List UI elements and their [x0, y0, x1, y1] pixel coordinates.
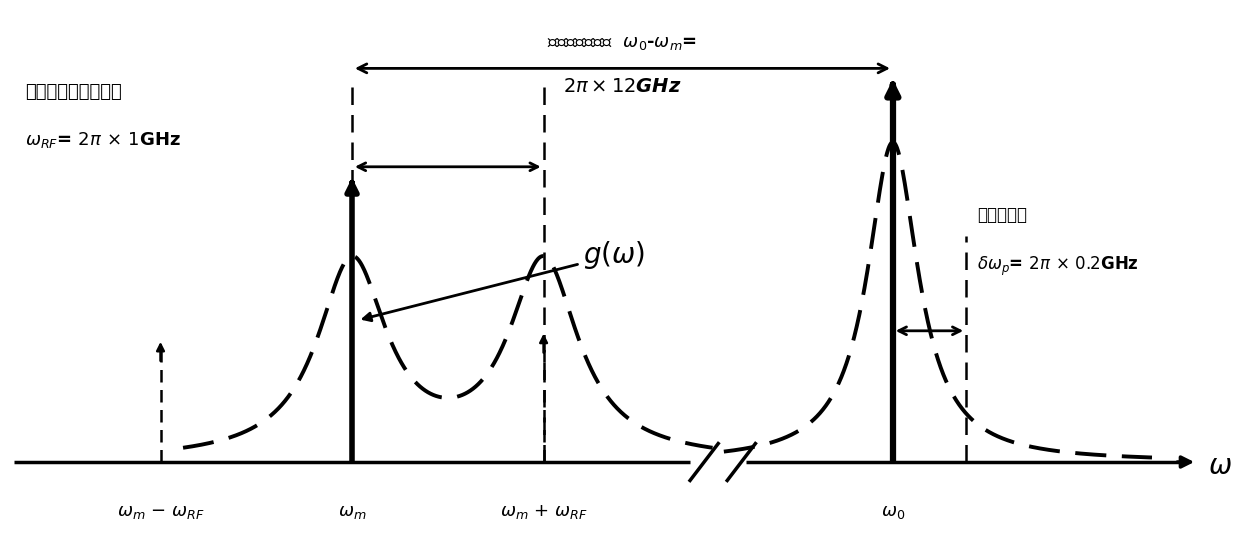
Text: 泵浦线宽：: 泵浦线宽： — [977, 206, 1028, 224]
Text: 微波电光频移：  $\omega_0$-$\omega_m$=: 微波电光频移： $\omega_0$-$\omega_m$= — [548, 34, 697, 52]
Text: $\omega$: $\omega$ — [1208, 452, 1233, 480]
Text: 射频信号调制频率：: 射频信号调制频率： — [25, 83, 122, 101]
Text: $\omega_m$ $-$ $\omega_{RF}$: $\omega_m$ $-$ $\omega_{RF}$ — [117, 503, 205, 521]
Text: $\omega_0$: $\omega_0$ — [880, 503, 905, 521]
Text: $\omega_m$ $+$ $\omega_{RF}$: $\omega_m$ $+$ $\omega_{RF}$ — [500, 503, 588, 521]
Text: $g(\omega)$: $g(\omega)$ — [363, 239, 645, 321]
Text: $\delta\omega_p$= $2\pi$ $\times$ $0.2$GHz: $\delta\omega_p$= $2\pi$ $\times$ $0.2$G… — [977, 254, 1140, 278]
Text: $\omega_{RF}$= $2\pi$ $\times$ $1$GHz: $\omega_{RF}$= $2\pi$ $\times$ $1$GHz — [25, 130, 181, 150]
Text: $\omega_m$: $\omega_m$ — [337, 503, 366, 521]
Text: $2\pi\times12$GHz: $2\pi\times12$GHz — [563, 77, 682, 95]
